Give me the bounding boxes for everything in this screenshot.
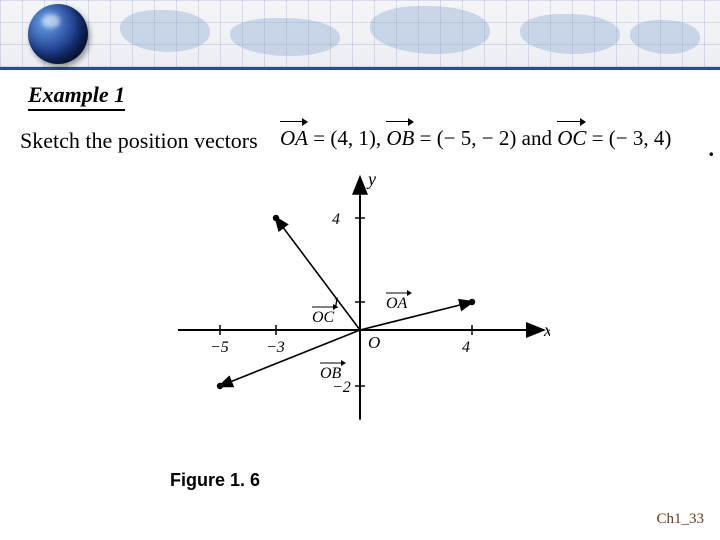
and-text: and: [522, 126, 552, 150]
figure-caption: Figure 1. 6: [170, 470, 260, 491]
svg-text:OA: OA: [386, 295, 408, 312]
vector-OB-value: (− 5, − 2): [437, 126, 517, 150]
svg-text:4: 4: [462, 339, 470, 356]
page-number: Ch1_33: [656, 511, 704, 528]
vector-figure: xyO−5−34−214OAOBOC: [170, 160, 550, 450]
trailing-period: .: [709, 136, 715, 162]
svg-text:−3: −3: [266, 339, 285, 356]
vector-OA: OA: [280, 118, 308, 151]
vector-OA-label: OA: [280, 126, 308, 150]
header-banner: [0, 0, 720, 70]
svg-text:x: x: [543, 320, 550, 340]
svg-text:OC: OC: [312, 309, 335, 326]
vector-OC-label: OC: [557, 126, 586, 150]
svg-text:OB: OB: [320, 365, 342, 382]
vector-plot-svg: xyO−5−34−214OAOBOC: [170, 160, 550, 450]
vector-OC-value: (− 3, 4): [609, 126, 672, 150]
svg-text:−5: −5: [210, 339, 229, 356]
svg-text:4: 4: [332, 211, 340, 228]
svg-text:O: O: [368, 333, 380, 352]
example-title: Example 1: [28, 82, 125, 111]
svg-text:y: y: [366, 169, 376, 189]
vector-OB: OB: [386, 118, 414, 151]
vector-OC: OC: [557, 118, 586, 151]
instruction-text: Sketch the position vectors: [20, 128, 258, 154]
vector-OA-value: (4, 1): [330, 126, 376, 150]
globe-icon: [28, 4, 88, 64]
vector-definitions: OA = (4, 1), OB = (− 5, − 2) and OC = (−…: [280, 118, 671, 151]
vector-OB-label: OB: [386, 126, 414, 150]
